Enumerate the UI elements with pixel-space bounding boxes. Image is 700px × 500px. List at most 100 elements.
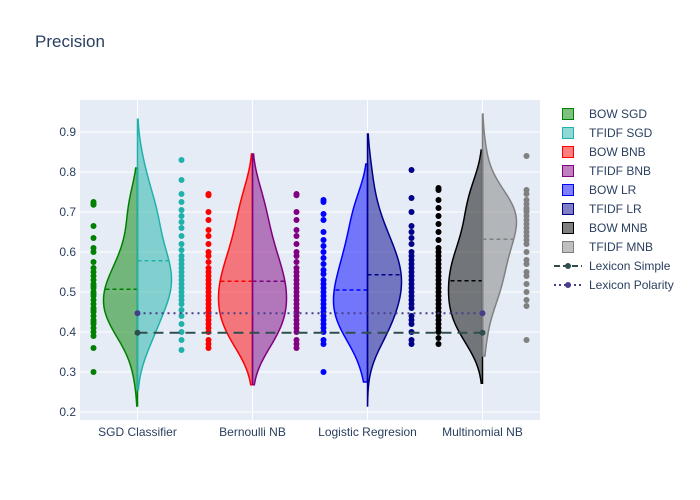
data-point: [293, 241, 300, 247]
data-point: [435, 205, 442, 211]
legend-swatch: [553, 202, 583, 216]
data-point: [205, 253, 212, 259]
data-point: [178, 247, 185, 253]
data-point: [293, 259, 300, 265]
legend-item[interactable]: BOW BNB: [553, 142, 674, 161]
data-point: [293, 233, 300, 239]
legend-item[interactable]: TFIDF BNB: [553, 161, 674, 180]
data-point: [435, 221, 442, 227]
data-point: [320, 217, 327, 223]
legend-label: Lexicon Simple: [589, 258, 671, 273]
data-point: [408, 209, 415, 215]
data-point: [178, 207, 185, 213]
data-point: [523, 241, 530, 247]
violin-tfidf-bnb: [251, 153, 300, 386]
legend-box-icon: [562, 126, 574, 139]
legend-box-icon: [562, 164, 574, 177]
legend-box-icon: [562, 202, 574, 215]
data-point: [523, 289, 530, 295]
data-point: [435, 187, 442, 193]
violin-body: [102, 167, 139, 407]
line-marker: [479, 310, 486, 317]
x-tick-label: Multinomial NB: [442, 425, 523, 439]
data-point: [178, 191, 185, 197]
y-tick-label: 0.8: [59, 165, 76, 179]
legend-label: BOW SGD: [589, 106, 648, 121]
legend-item[interactable]: TFIDF MNB: [553, 237, 674, 256]
violin-body: [217, 153, 254, 386]
data-point: [523, 153, 530, 159]
data-point: [523, 337, 530, 343]
data-point: [178, 347, 185, 353]
data-point: [523, 261, 530, 267]
legend-label: BOW MNB: [589, 220, 648, 235]
line-marker: [134, 329, 141, 336]
line-marker: [134, 310, 141, 317]
data-point: [408, 229, 415, 235]
data-point: [320, 237, 327, 243]
legend-swatch: [553, 126, 583, 140]
violin-bow-lr: [320, 163, 369, 383]
data-point: [523, 191, 530, 197]
line-lexicon-simple: [134, 329, 486, 336]
data-point: [293, 227, 300, 233]
legend-swatch: [553, 240, 583, 254]
data-point: [205, 227, 212, 233]
data-point: [408, 223, 415, 229]
data-point: [523, 297, 530, 303]
y-tick-label: 0.5: [59, 285, 76, 299]
data-point: [90, 235, 97, 241]
data-point: [320, 369, 327, 375]
data-point: [178, 177, 185, 183]
legend-item[interactable]: TFIDF LR: [553, 199, 674, 218]
data-point: [178, 329, 185, 335]
data-point: [90, 369, 97, 375]
y-tick-label: 0.4: [59, 325, 76, 339]
data-point: [205, 233, 212, 239]
legend-swatch: [553, 259, 583, 273]
y-tick-label: 0.3: [59, 365, 76, 379]
data-point: [408, 341, 415, 347]
legend-swatch: [553, 164, 583, 178]
legend-swatch: [553, 278, 583, 292]
data-point: [523, 303, 530, 309]
data-point: [320, 211, 327, 217]
data-point: [90, 345, 97, 351]
legend-label: TFIDF BNB: [589, 163, 651, 178]
legend-line-icon: [554, 281, 582, 288]
data-point: [435, 329, 442, 335]
chart-title: Precision: [35, 32, 105, 51]
data-point: [293, 192, 300, 199]
legend-item[interactable]: BOW MNB: [553, 218, 674, 237]
legend-item[interactable]: TFIDF SGD: [553, 123, 674, 142]
data-point: [408, 195, 415, 201]
legend-swatch: [553, 221, 583, 235]
legend-item[interactable]: BOW LR: [553, 180, 674, 199]
data-point: [523, 249, 530, 255]
legend-item[interactable]: Lexicon Polarity: [553, 275, 674, 294]
data-point: [178, 321, 185, 327]
data-point: [205, 217, 212, 223]
data-point: [320, 249, 327, 255]
legend-label: TFIDF SGD: [589, 125, 653, 140]
legend-box-icon: [562, 221, 574, 234]
violin-body: [332, 163, 369, 383]
legend-item[interactable]: BOW SGD: [553, 104, 674, 123]
data-point: [178, 225, 185, 231]
data-point: [435, 197, 442, 203]
data-point: [320, 199, 327, 205]
data-point: [435, 237, 442, 243]
data-point: [178, 157, 185, 163]
data-point: [408, 305, 415, 311]
data-point: [178, 219, 185, 225]
y-tick-label: 0.2: [59, 405, 76, 419]
violin-tfidf-sgd: [136, 118, 185, 391]
legend-label: TFIDF MNB: [589, 239, 653, 254]
legend-item[interactable]: Lexicon Simple: [553, 256, 674, 275]
legend-label: TFIDF LR: [589, 201, 642, 216]
legend-box-icon: [562, 107, 574, 120]
legend: BOW SGD TFIDF SGD BOW BNB TFIDF BNB BOW LR TF…: [553, 104, 674, 294]
data-point: [178, 301, 185, 307]
data-point: [205, 259, 212, 265]
